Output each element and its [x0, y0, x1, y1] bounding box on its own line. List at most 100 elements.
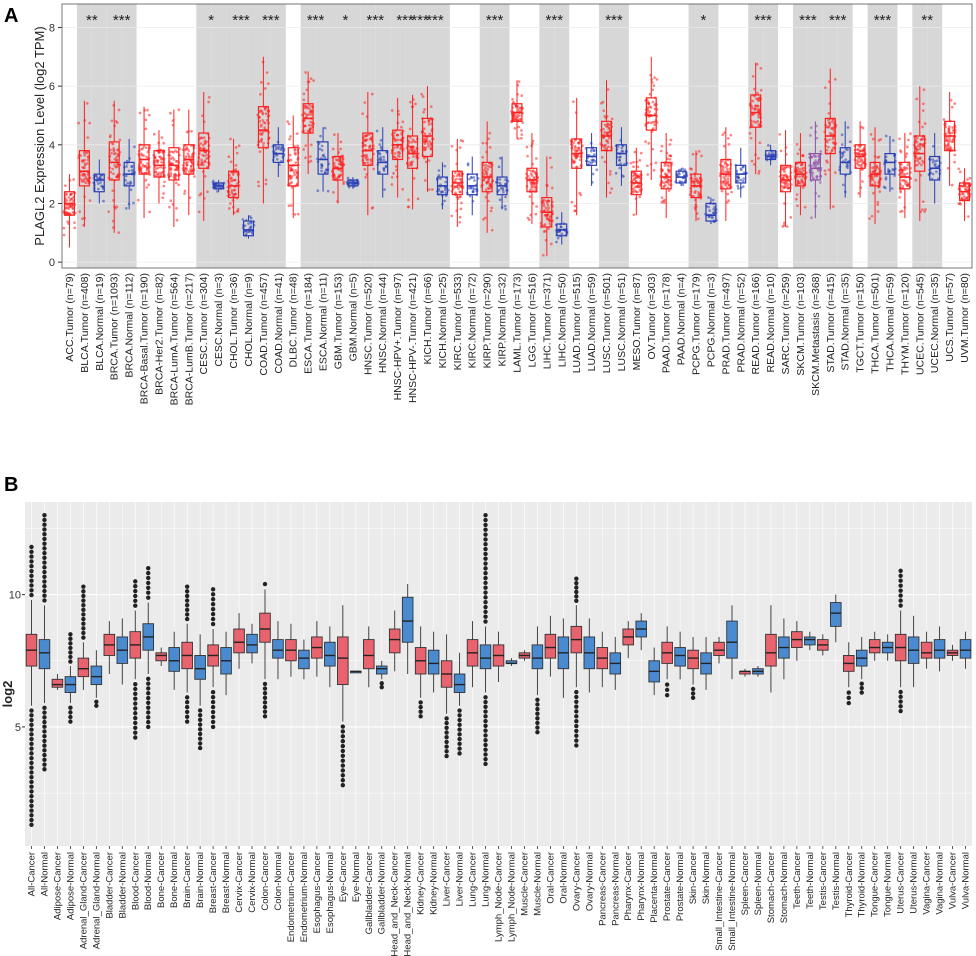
- point-brca-basal-tumor-n-190-54: [139, 161, 142, 165]
- outlier-adipose-normal-1: [68, 654, 73, 660]
- tick-label-uvm-tumor-n-80: UVM.Tumor (n=80): [959, 273, 971, 363]
- point-brca-basal-tumor-n-190-57: [145, 166, 149, 170]
- point-coad-normal-n-41-18: [275, 157, 279, 161]
- point-skcm-tumor-n-103-50: [796, 182, 799, 185]
- point-esca-tumor-n-184-38: [303, 106, 307, 110]
- box-colon-cancer: [259, 612, 271, 643]
- point-esca-normal-n-11-2: [320, 144, 324, 148]
- point-dlbc-tumor-n-48-35: [293, 173, 297, 177]
- tick-label-dlbc-tumor-n-48: DLBC.Tumor (n=48): [288, 273, 300, 367]
- significance-chol-tumor-n-36: ***: [232, 12, 250, 29]
- outlier-blood-normal-16: [146, 719, 151, 725]
- point-ucs-tumor-n-57-4: [949, 98, 953, 102]
- point-meso-tumor-n-87-55: [637, 185, 641, 189]
- point-skcm-tumor-n-103-35: [796, 179, 799, 183]
- point-luad-tumor-n-515-16: [570, 200, 574, 204]
- point-sarc-tumor-n-259-47: [783, 185, 786, 189]
- point-ucs-tumor-n-57-54: [948, 138, 952, 142]
- point-lgg-tumor-n-516-10: [527, 218, 531, 222]
- point-laml-tumor-n-173-49: [513, 115, 517, 118]
- point-thca-tumor-n-501-7: [871, 178, 875, 182]
- tick-label-luad-tumor-n-515: LUAD.Tumor (n=515): [571, 273, 583, 373]
- tick-label-gallbladder-cancer: Gallbladder-Cancer: [364, 852, 375, 934]
- point-hnsc-hpv-tumor-n-421-45: [408, 136, 412, 139]
- box-skcm-metastasis-n-368: [809, 153, 821, 181]
- point-brca-luma-tumor-n-564-54: [169, 111, 172, 115]
- outlier-lung-normal-4: [483, 600, 488, 605]
- point-esca-tumor-n-184-12: [304, 71, 308, 74]
- outlier-breast-cancer-0: [210, 621, 216, 627]
- point-read-tumor-n-166-9: [753, 87, 756, 91]
- outlier-brain-normal-1: [197, 712, 203, 718]
- point-chol-tumor-n-36-54: [229, 202, 232, 205]
- point-kich-tumor-n-66-57: [423, 156, 426, 160]
- point-brca-her2-tumor-n-82-28: [158, 155, 161, 159]
- tick-label-teeth-normal: Teeth-Normal: [805, 852, 816, 909]
- outlier-blood-normal-5: [146, 570, 151, 576]
- point-hnsc-tumor-n-520-39: [366, 161, 369, 164]
- point-coad-tumor-n-457-10: [261, 119, 265, 122]
- box-stad-normal-n-35: [839, 147, 851, 175]
- outlier-lung-normal-36: [483, 757, 488, 762]
- point-hnsc-hpv-tumor-n-97-19: [392, 171, 395, 175]
- tick-label-coad-tumor-n-457: COAD.Tumor (n=457): [258, 273, 270, 376]
- tick-label-brca-tumor-n-1093: BRCA.Tumor (n=1093): [109, 273, 121, 380]
- point-thca-normal-n-59-19: [887, 171, 891, 174]
- point-read-tumor-n-166-43: [757, 157, 760, 160]
- box-esca-normal-n-11: [317, 141, 329, 175]
- tick-label-read-normal-n-10: READ.Normal (n=10): [765, 273, 777, 373]
- outlier-all-normal-18: [42, 513, 47, 518]
- point-lihc-tumor-n-371-32: [547, 227, 550, 230]
- outlier-liver-cancer-0: [444, 716, 449, 721]
- point-cesc-tumor-n-304-50: [202, 136, 206, 140]
- box-kich-tumor-n-66: [421, 117, 434, 158]
- tick-label-lgg-tumor-n-516: LGG.Tumor (n=516): [526, 273, 538, 367]
- point-uvm-tumor-n-80-36: [966, 178, 969, 181]
- point-brca-lumb-tumor-n-217-50: [190, 169, 193, 173]
- tick-label-y-5: 5: [15, 722, 21, 734]
- point-ucec-normal-n-35-0: [933, 159, 937, 163]
- outlier-uterus-cancer-10: [898, 699, 903, 704]
- point-hnsc-hpv-tumor-n-421-55: [411, 145, 415, 149]
- point-lusc-tumor-n-501-59: [605, 146, 609, 150]
- tick-label-pcpg-normal-n-3: PCPG.Normal (n=3): [705, 273, 717, 367]
- significance-hnsc-hpv-tumor-n-421: ***: [411, 12, 429, 29]
- point-kich-tumor-n-66-35: [424, 146, 428, 150]
- point-lihc-tumor-n-371-1: [548, 222, 552, 225]
- outlier-eye-cancer-9: [340, 768, 346, 773]
- point-chol-tumor-n-36-36: [234, 146, 238, 149]
- point-lihc-tumor-n-371-47: [550, 166, 553, 169]
- outlier-all-normal-32: [42, 767, 47, 772]
- outlier-all-cancer-11: [29, 708, 34, 713]
- tick-label-adipose-cancer: Adipose-Cancer: [52, 852, 63, 920]
- point-hnsc-tumor-n-520-56: [363, 144, 366, 147]
- point-esca-normal-n-11-9: [323, 155, 327, 159]
- point-sarc-tumor-n-259-50: [783, 181, 787, 185]
- outliers-muscle-normal: [535, 697, 540, 735]
- point-stad-normal-n-35-3: [848, 140, 852, 144]
- significance-lihc-tumor-n-371: ***: [546, 12, 564, 29]
- tick-label-testis-normal: Testis-Normal: [831, 852, 842, 910]
- point-ucs-tumor-n-57-13: [945, 136, 948, 140]
- point-tgct-tumor-n-150-54: [858, 153, 862, 157]
- point-read-tumor-n-166-46: [750, 159, 754, 163]
- outlier-ovary-cancer-3: [574, 585, 579, 590]
- point-brca-basal-tumor-n-190-59: [146, 162, 149, 165]
- point-ucs-tumor-n-57-42: [948, 125, 951, 129]
- point-thym-tumor-n-120-23: [906, 163, 910, 167]
- point-kich-normal-n-25-25: [439, 177, 442, 180]
- outlier-eye-cancer-3: [340, 738, 346, 744]
- point-ucec-normal-n-35-23: [931, 158, 935, 162]
- point-paad-tumor-n-178-56: [665, 180, 669, 184]
- point-hnsc-hpv-tumor-n-97-11: [390, 183, 394, 186]
- point-thca-tumor-n-501-36: [871, 170, 875, 174]
- point-ucs-tumor-n-57-14: [942, 118, 946, 121]
- point-stad-tumor-n-415-30: [832, 146, 835, 149]
- outlier-brain-normal-5: [197, 731, 203, 737]
- outliers-ovary-cancer: [574, 576, 579, 748]
- box-vagina-normal: [933, 639, 946, 659]
- point-prad-tumor-n-497-15: [723, 131, 726, 135]
- point-gbm-tumor-n-153-34: [332, 133, 336, 136]
- point-dlbc-tumor-n-48-6: [296, 144, 299, 148]
- point-kirp-tumor-n-290-51: [481, 141, 485, 145]
